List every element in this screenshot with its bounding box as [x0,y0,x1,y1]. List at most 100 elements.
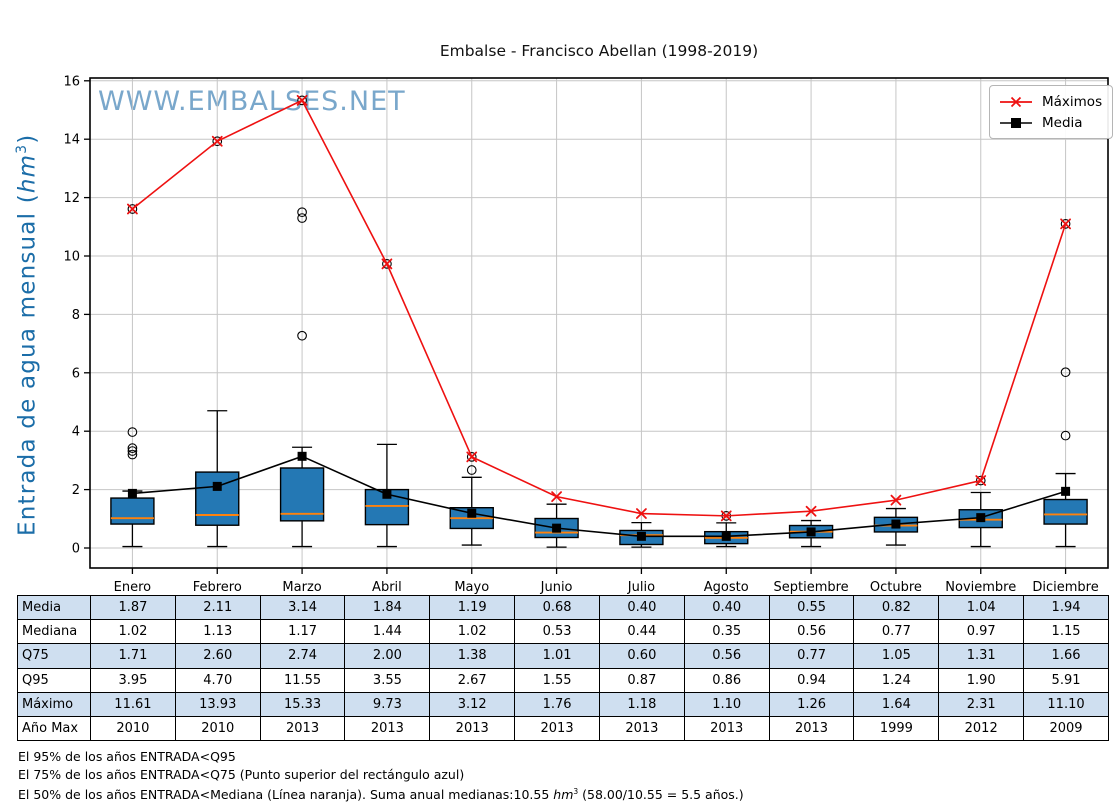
x-tick-label: Noviembre [945,580,1016,595]
media-marker [212,481,222,491]
footnote-mediana: El 50% de los años ENTRADA<Mediana (Líne… [18,783,744,804]
table-cell: 2013 [683,715,770,742]
x-tick-label: Agosto [704,580,749,595]
table-cell: 1.17 [259,619,346,645]
maximos-marker [636,508,647,519]
outlier-point [127,427,138,437]
outlier-point [127,449,138,460]
table-cell: 1.38 [429,643,516,669]
watermark: WWW.EMBALSES.NET [98,86,406,117]
outlier-point [297,330,307,341]
footnote-mediana-text: El 50% de los años ENTRADA<Mediana (Líne… [18,787,554,803]
boxplot-junio [534,503,579,548]
table-cell: 0.53 [514,619,600,645]
table-cell: 2.60 [174,643,261,669]
maximos-marker [720,510,732,522]
table-cell: 0.60 [598,643,685,669]
media-marker [721,531,731,541]
box-febrero [195,471,240,526]
axes: 0 2 4 6 8 10 12 14 16 Enero Febrero Marzo Abril Mayo J… [63,74,1098,595]
table-cell: 1.76 [514,691,600,717]
outlier-point [466,465,477,475]
y-axis-unit-exponent: 3 [14,143,30,154]
maximos-marker [805,505,817,517]
y-tick-label: 6 [72,366,80,381]
media-marker [467,508,477,518]
y-tick-label: 14 [63,133,80,148]
table-cell: 13.93 [174,691,261,717]
table-cell: 3.12 [429,691,516,717]
table-cell: 11.55 [259,667,346,693]
media-marker [891,519,901,529]
table-cell: 2013 [598,715,685,742]
x-tick-label: Septiembre [773,580,848,595]
table-cell: 2013 [768,715,855,742]
y-tick-label: 0 [72,542,80,557]
boxplot-marzo [279,95,325,548]
table-cell: 5.91 [1023,667,1109,693]
table-cell: 2.00 [344,643,431,669]
table-cell: 0.44 [598,619,685,645]
maximos-line [127,94,1071,522]
footnotes: El 95% de los años ENTRADA<Q95 El 75% de… [18,748,744,804]
outlier-point [1060,219,1071,229]
outlier-point [1060,367,1071,378]
y-tick-label: 10 [63,250,80,265]
legend-item-maximos: Máximos [998,91,1102,112]
table-cell: 0.56 [683,643,770,669]
legend-label-media: Media [1042,114,1083,131]
table-row-mediana: Mediana 1.02 1.13 1.17 1.44 1.02 0.53 0.44 0.35 0… [17,619,1109,645]
row-label: Máximo [17,691,91,717]
x-tick-label: Mayo [454,580,489,595]
row-label: Año Max [17,715,91,742]
table-cell: 2.74 [259,643,346,669]
table-cell: 1.84 [344,594,431,621]
y-tick-label: 16 [63,74,80,89]
table-cell: 2013 [344,715,431,742]
table-cell: 1.15 [1023,619,1109,645]
media-marker [806,527,816,537]
x-tick-label: Octubre [870,580,922,595]
maximos-marker [211,135,223,147]
table-cell: 2013 [429,715,516,742]
x-tick-label: Marzo [282,580,321,595]
table-cell: 1.87 [90,594,176,621]
legend-item-media: Media [998,112,1102,133]
table-cell: 3.14 [259,594,346,621]
table-cell: 1.55 [514,667,600,693]
table-cell: 2010 [174,715,261,742]
table-cell: 0.94 [768,667,855,693]
table-cell: 1.05 [853,643,940,669]
maximos-marker [466,451,478,463]
table-cell: 15.33 [259,691,346,717]
plot-frame [89,77,1109,569]
box-marzo [279,467,325,522]
table-cell: 1.90 [938,667,1025,693]
row-label: Q95 [17,667,91,693]
footnote-unit: hm [553,787,574,803]
table-cell: 1.26 [768,691,855,717]
box-diciembre [1043,498,1088,525]
table-row-máximo: Máximo 11.61 13.93 15.33 9.73 3.12 1.76 1.18 1.1… [17,691,1109,717]
maximos-marker [127,203,138,215]
table-cell: 1.10 [683,691,770,717]
table-cell: 2013 [259,715,346,742]
x-tick-label: Febrero [193,580,242,595]
maximos-marker [1060,218,1071,230]
y-tick-label: 8 [72,308,80,323]
table-row-media: Media 1.87 2.11 3.14 1.84 1.19 0.68 0.40 0.40 0.5… [17,594,1109,621]
table-cell: 0.68 [514,594,600,621]
table-cell: 1999 [853,715,940,742]
footnote-q95: El 95% de los años ENTRADA<Q95 [18,749,236,764]
table-cell: 0.87 [598,667,685,693]
table-cell: 1.71 [90,643,176,669]
table-cell: 0.40 [683,594,770,621]
x-tick-label: Junio [540,580,573,595]
outlier-point [975,475,986,486]
table-cell: 2010 [90,715,176,742]
table-cell: 1.02 [90,619,176,645]
table-cell: 1.64 [853,691,940,717]
y-axis-unit: hm [14,153,41,194]
table-cell: 11.61 [90,691,176,717]
x-tick-label: Julio [627,580,655,595]
